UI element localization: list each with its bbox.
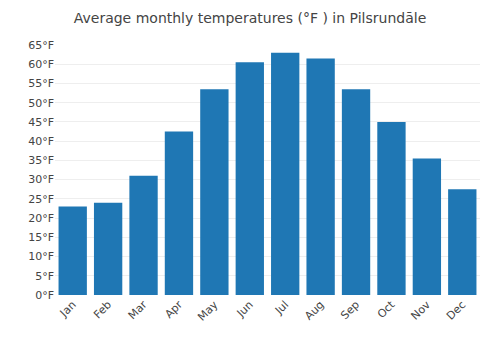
svg-text:20°F: 20°F: [28, 212, 54, 225]
svg-text:Sep: Sep: [338, 298, 362, 322]
svg-text:60°F: 60°F: [28, 58, 54, 71]
svg-text:40°F: 40°F: [28, 135, 54, 148]
svg-text:Nov: Nov: [409, 298, 434, 323]
svg-text:Aug: Aug: [302, 298, 326, 322]
svg-text:65°F: 65°F: [28, 39, 54, 52]
svg-text:45°F: 45°F: [28, 116, 54, 129]
svg-text:Feb: Feb: [91, 298, 114, 321]
svg-text:5°F: 5°F: [35, 270, 54, 283]
svg-text:May: May: [195, 298, 221, 324]
svg-text:Jun: Jun: [234, 298, 256, 320]
svg-text:Oct: Oct: [375, 298, 398, 321]
svg-text:Jul: Jul: [272, 298, 291, 317]
svg-text:0°F: 0°F: [35, 289, 54, 302]
svg-text:Jan: Jan: [57, 298, 79, 320]
svg-text:Mar: Mar: [126, 298, 150, 322]
svg-text:50°F: 50°F: [28, 97, 54, 110]
svg-text:25°F: 25°F: [28, 193, 54, 206]
svg-text:55°F: 55°F: [28, 77, 54, 90]
svg-text:10°F: 10°F: [28, 250, 54, 263]
svg-text:Apr: Apr: [162, 298, 185, 321]
svg-text:Dec: Dec: [444, 298, 468, 322]
svg-text:15°F: 15°F: [28, 231, 54, 244]
svg-text:35°F: 35°F: [28, 154, 54, 167]
svg-text:30°F: 30°F: [28, 173, 54, 186]
svg-text:Average monthly temperatures (: Average monthly temperatures (°F ) in Pi…: [74, 10, 427, 26]
